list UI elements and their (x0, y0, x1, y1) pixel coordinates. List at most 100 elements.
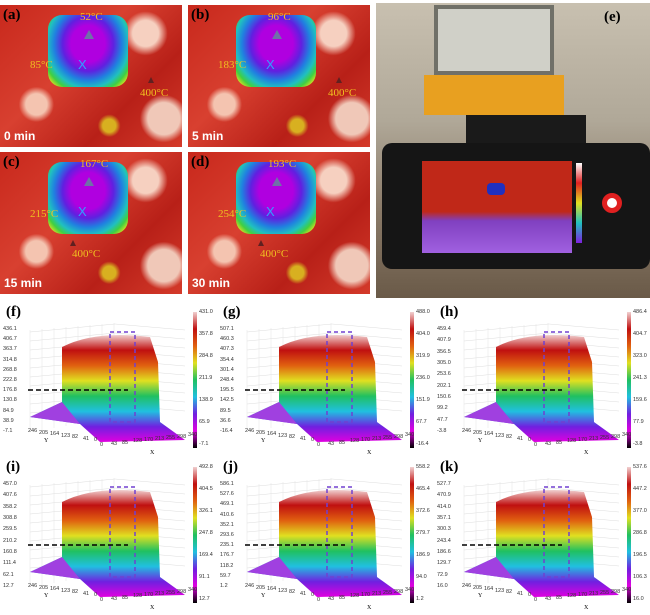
z-tick-label: 130.8 (3, 397, 17, 404)
photo-experimental-setup: (e) (376, 3, 650, 298)
x-tick-label: 85 (556, 439, 563, 446)
grid-line (331, 323, 403, 331)
panel-label: (g) (223, 304, 241, 320)
side-temp-label: 254°C (218, 208, 247, 220)
x-tick-label: 213 (589, 436, 599, 442)
grid-line (246, 332, 333, 342)
y-tick-label: 205 (473, 584, 483, 591)
x-tick-label: 170 (144, 437, 154, 444)
x-tick-label: 298 (394, 588, 404, 595)
colorbar-tick-label: 447.2 (633, 486, 647, 492)
max-temp-label: 400°C (328, 87, 357, 99)
x-tick-label: 213 (155, 436, 165, 442)
y-tick-label: 0 (528, 437, 532, 443)
y-tick-label: 205 (39, 429, 49, 436)
x-tick-label: 255 (383, 589, 393, 596)
z-tick-label: 301.4 (220, 366, 234, 373)
z-tick-label: 308.8 (3, 515, 17, 521)
x-tick-label: 128 (567, 438, 577, 445)
y-tick-label: 205 (39, 584, 49, 591)
time-label: 0 min (4, 129, 36, 143)
time-label: 5 min (192, 129, 224, 143)
surface-edge (247, 402, 297, 424)
colorbar-tick-label: 94.0 (416, 574, 427, 580)
x-tick-label: 43 (328, 440, 335, 447)
max-temp-label: 400°C (260, 248, 289, 260)
colorbar-tick-label: 106.3 (633, 574, 647, 580)
z-tick-label: 363.7 (3, 346, 17, 353)
grid-line (463, 478, 550, 488)
grid-line (114, 332, 186, 340)
z-tick-label: 72.9 (437, 571, 448, 578)
colorbar-tick-label: 284.8 (199, 353, 213, 359)
panel-label: (k) (440, 459, 459, 475)
sample-hotspot (48, 162, 128, 234)
z-tick-label: 527.7 (437, 481, 451, 487)
colorbar (410, 467, 414, 603)
y-tick-label: 82 (72, 434, 79, 440)
z-tick-label: 527.6 (220, 491, 234, 498)
z-tick-label: 352.1 (220, 521, 234, 528)
y-tick-label: 82 (289, 434, 296, 440)
z-tick-label: 507.1 (220, 326, 234, 332)
z-tick-label: 469.1 (220, 501, 234, 508)
x-tick-label: 170 (144, 592, 154, 599)
z-tick-label: 406.7 (3, 336, 17, 343)
colorbar-tick-label: 492.8 (199, 464, 213, 470)
x-axis-label: X (367, 605, 372, 611)
y-tick-label: 246 (462, 428, 472, 434)
y-tick-label: 246 (28, 428, 38, 434)
colorbar-tick-label: 377.0 (633, 508, 647, 514)
colorbar (193, 312, 197, 448)
phone-colorbar (576, 163, 582, 243)
temperature-surface (247, 334, 402, 442)
z-tick-label: 354.4 (220, 356, 234, 363)
z-tick-label: 176.8 (3, 387, 17, 394)
y-tick-label: 246 (245, 428, 255, 434)
x-tick-label: 85 (122, 594, 129, 601)
y-tick-label: 41 (83, 590, 90, 597)
z-tick-label: 36.6 (220, 417, 231, 424)
z-tick-label: 222.8 (3, 377, 17, 383)
x-tick-label: 213 (155, 591, 165, 597)
colorbar-tick-label: 558.2 (416, 464, 430, 470)
grid-line (463, 487, 550, 497)
max-marker-icon (148, 77, 154, 83)
y-tick-label: 123 (495, 432, 505, 439)
grid-line (29, 487, 116, 497)
z-tick-label: 176.7 (220, 552, 234, 559)
y-tick-label: 123 (278, 432, 288, 439)
temperature-surface (30, 489, 185, 597)
z-tick-label: 356.5 (437, 348, 451, 355)
z-tick-label: 12.7 (3, 583, 14, 589)
z-tick-label: 59.7 (220, 572, 231, 579)
top-temp-label: 167°C (80, 158, 109, 170)
y-tick-label: 41 (517, 435, 524, 442)
x-tick-label: 0 (317, 442, 321, 448)
colorbar-tick-label: 537.6 (633, 464, 647, 470)
colorbar-tick-label: -7.1 (199, 441, 209, 447)
region-box (326, 331, 353, 423)
x-tick-label: 298 (611, 588, 621, 595)
colorbar-tick-label: 67.7 (416, 419, 427, 425)
y-tick-label: 0 (311, 592, 315, 598)
z-tick-label: 460.3 (220, 336, 234, 343)
y-tick-label: 82 (72, 589, 79, 595)
x-tick-label: 255 (383, 434, 393, 441)
y-tick-label: 0 (94, 592, 98, 598)
x-tick-label: 43 (111, 595, 118, 602)
x-tick-label: 213 (372, 436, 382, 442)
temperature-surface (247, 489, 402, 597)
grid-line (548, 323, 620, 331)
z-tick-label: 142.5 (220, 397, 234, 404)
surface-edge (464, 402, 514, 424)
z-tick-label: 293.6 (220, 532, 234, 538)
surface-edge (247, 557, 297, 579)
colorbar-tick-label: -3.8 (633, 441, 643, 447)
z-tick-label: 358.2 (3, 503, 17, 510)
y-tick-label: 41 (300, 435, 307, 442)
z-tick-label: 89.5 (220, 407, 231, 414)
x-axis-label: X (584, 605, 589, 611)
colorbar-tick-label: 91.1 (199, 574, 210, 580)
z-tick-label: 150.6 (437, 394, 451, 400)
